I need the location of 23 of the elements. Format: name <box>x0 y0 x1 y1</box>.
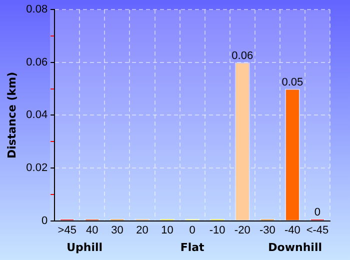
y-axis-title: Distance (km) <box>5 72 18 159</box>
x-tick-label: <-45 <box>306 224 329 236</box>
y-tick-label: 0 <box>41 214 48 227</box>
x-tick-label: 0 <box>189 224 196 236</box>
data-label: 0.05 <box>282 76 304 88</box>
y-tick-label: 0.08 <box>26 4 48 16</box>
data-label: 0 <box>314 206 321 218</box>
x-tick-label: 20 <box>136 224 148 236</box>
y-tick-label: 0.02 <box>26 162 48 174</box>
x-tick-label: 40 <box>86 224 98 236</box>
y-tick-label: 0.06 <box>26 56 48 68</box>
x-tick-label: -40 <box>284 224 300 236</box>
x-tick-label: 30 <box>111 224 124 236</box>
text: Flat <box>180 240 204 254</box>
x-tick-label: >45 <box>58 224 76 236</box>
x-tick-label: -20 <box>234 224 250 236</box>
y-tick-label: 0.04 <box>26 109 48 122</box>
x-tick-label: -10 <box>209 224 226 236</box>
x-tick-label: -30 <box>259 224 276 236</box>
text: Uphill <box>66 240 103 254</box>
text: Downhill <box>268 240 322 254</box>
x-tick-label: 10 <box>161 224 174 236</box>
data-label: 0.06 <box>232 50 254 62</box>
